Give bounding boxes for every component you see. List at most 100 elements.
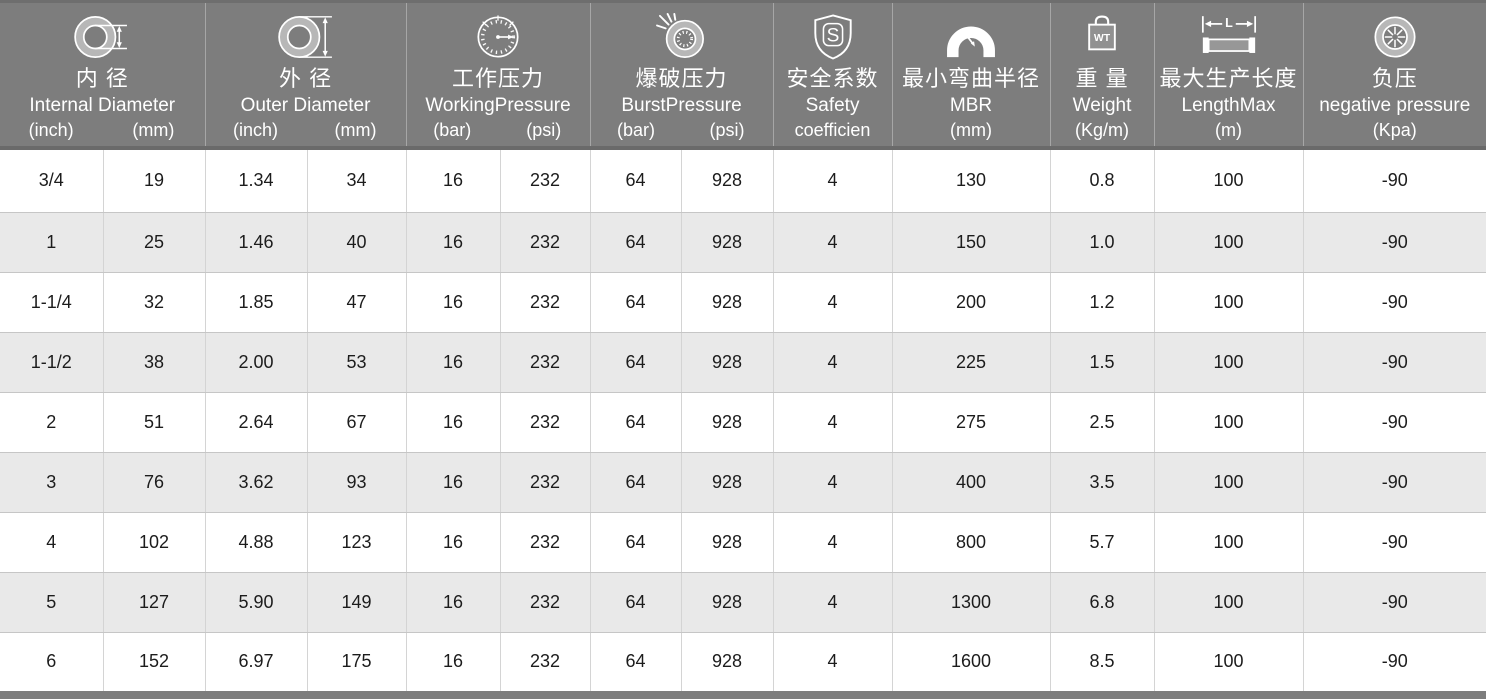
cell: 2	[0, 392, 104, 453]
cell: 16	[406, 332, 501, 393]
cell: 0.8	[1050, 148, 1155, 213]
table-row: 1 25 1.46 40 16 232 64 928 4 150 1.0 100 -90	[0, 212, 1486, 273]
cell: 100	[1154, 272, 1304, 333]
unit-label: (psi)	[709, 120, 745, 140]
cell: 4	[773, 332, 893, 393]
cell: 19	[103, 148, 206, 213]
cell: 4	[773, 148, 893, 213]
header-label-zh: 最大生产长度	[1159, 66, 1298, 91]
header-safety-coefficient: S 安全系数 Safety coefficien	[773, 0, 893, 150]
cell: 4	[773, 452, 893, 513]
cell: 4	[773, 392, 893, 453]
cell: 16	[406, 212, 501, 273]
table-row: 6 152 6.97 175 16 232 64 928 4 1600 8.5 100 -90	[0, 632, 1486, 691]
unit-label: (m)	[1215, 120, 1242, 140]
header-units-row: (inch) (mm)	[0, 118, 205, 142]
header-label-zh: 爆破压力	[635, 66, 728, 91]
header-label-en: Internal Diameter	[29, 95, 176, 116]
cell: 64	[590, 512, 682, 573]
cell: 1.5	[1050, 332, 1155, 393]
weight-icon: WT	[1051, 8, 1154, 65]
cell: 127	[103, 572, 206, 633]
cell: 928	[681, 392, 774, 453]
cell: 175	[307, 632, 407, 691]
cell: 6.97	[205, 632, 308, 691]
cell: 25	[103, 212, 206, 273]
cell: 928	[681, 632, 774, 691]
header-label-en: Safety	[805, 95, 860, 116]
safety-icon: S	[774, 8, 892, 65]
cell: 130	[892, 148, 1051, 213]
cell: 1.46	[205, 212, 308, 273]
header-label-en: WorkingPressure	[425, 95, 571, 116]
unit-label: (inch)	[233, 120, 279, 140]
mbr-icon	[893, 8, 1050, 65]
header-label-zh: 安全系数	[786, 66, 879, 91]
header-min-bend-radius: 最小弯曲半径 MBR (mm)	[892, 0, 1051, 150]
cell: 100	[1154, 392, 1304, 453]
svg-text:WT: WT	[1094, 32, 1111, 43]
cell: 928	[681, 452, 774, 513]
header-cell-content: 爆破压力 BurstPressure (bar) (psi)	[591, 3, 773, 146]
cell: 100	[1154, 332, 1304, 393]
cell: 1.34	[205, 148, 308, 213]
cell: 232	[500, 392, 591, 453]
cell: 100	[1154, 632, 1304, 691]
cell: 102	[103, 512, 206, 573]
cell: 1-1/4	[0, 272, 104, 333]
header-label-zh: 工作压力	[452, 66, 545, 91]
cell: 2.64	[205, 392, 308, 453]
cell: 16	[406, 392, 501, 453]
cell: 16	[406, 572, 501, 633]
header-negative-pressure: 负压 negative pressure (Kpa)	[1303, 0, 1486, 150]
cell: -90	[1303, 632, 1486, 691]
cell: 1300	[892, 572, 1051, 633]
header-length-max: L 最大生产长度 LengthMax (m)	[1154, 0, 1304, 150]
unit-label: coefficien	[794, 120, 871, 140]
cell: 800	[892, 512, 1051, 573]
cell: -90	[1303, 512, 1486, 573]
header-label-zh: 最小弯曲半径	[902, 66, 1041, 91]
cell: 53	[307, 332, 407, 393]
header-weight: WT 重 量 Weight (Kg/m)	[1050, 0, 1155, 150]
cell: 928	[681, 148, 774, 213]
header-label-zh: 负压	[1371, 66, 1418, 91]
header-units-row: (inch) (mm)	[206, 118, 406, 142]
cell: 4	[773, 512, 893, 573]
cell: 34	[307, 148, 407, 213]
cell: 16	[406, 632, 501, 691]
cell: 3.5	[1050, 452, 1155, 513]
cell: -90	[1303, 272, 1486, 333]
table-row: 2 51 2.64 67 16 232 64 928 4 275 2.5 100 -90	[0, 392, 1486, 453]
cell: 4	[0, 512, 104, 573]
bottom-bar	[0, 691, 1486, 699]
cell: -90	[1303, 148, 1486, 213]
cell: 100	[1154, 512, 1304, 573]
cell: 6	[0, 632, 104, 691]
header-units-row: (mm)	[893, 118, 1050, 142]
unit-label: (mm)	[132, 120, 175, 140]
unit-label: (Kpa)	[1372, 120, 1417, 140]
cell: 4	[773, 272, 893, 333]
cell: 16	[406, 452, 501, 513]
negative-pressure-icon	[1304, 8, 1486, 65]
svg-text:L: L	[1225, 16, 1233, 30]
cell: -90	[1303, 212, 1486, 273]
header-label-zh: 重 量	[1075, 66, 1129, 91]
unit-label: (mm)	[950, 120, 992, 140]
header-working-pressure: 工作压力 WorkingPressure (bar) (psi)	[406, 0, 591, 150]
cell: 16	[406, 148, 501, 213]
cell: 100	[1154, 212, 1304, 273]
cell: 64	[590, 332, 682, 393]
cell: 232	[500, 212, 591, 273]
cell: 232	[500, 452, 591, 513]
cell: 232	[500, 148, 591, 213]
cell: 51	[103, 392, 206, 453]
cell: 64	[590, 632, 682, 691]
internal-diameter-icon	[0, 8, 205, 65]
header-label-zh: 外 径	[278, 66, 333, 91]
cell: -90	[1303, 332, 1486, 393]
cell: 64	[590, 392, 682, 453]
